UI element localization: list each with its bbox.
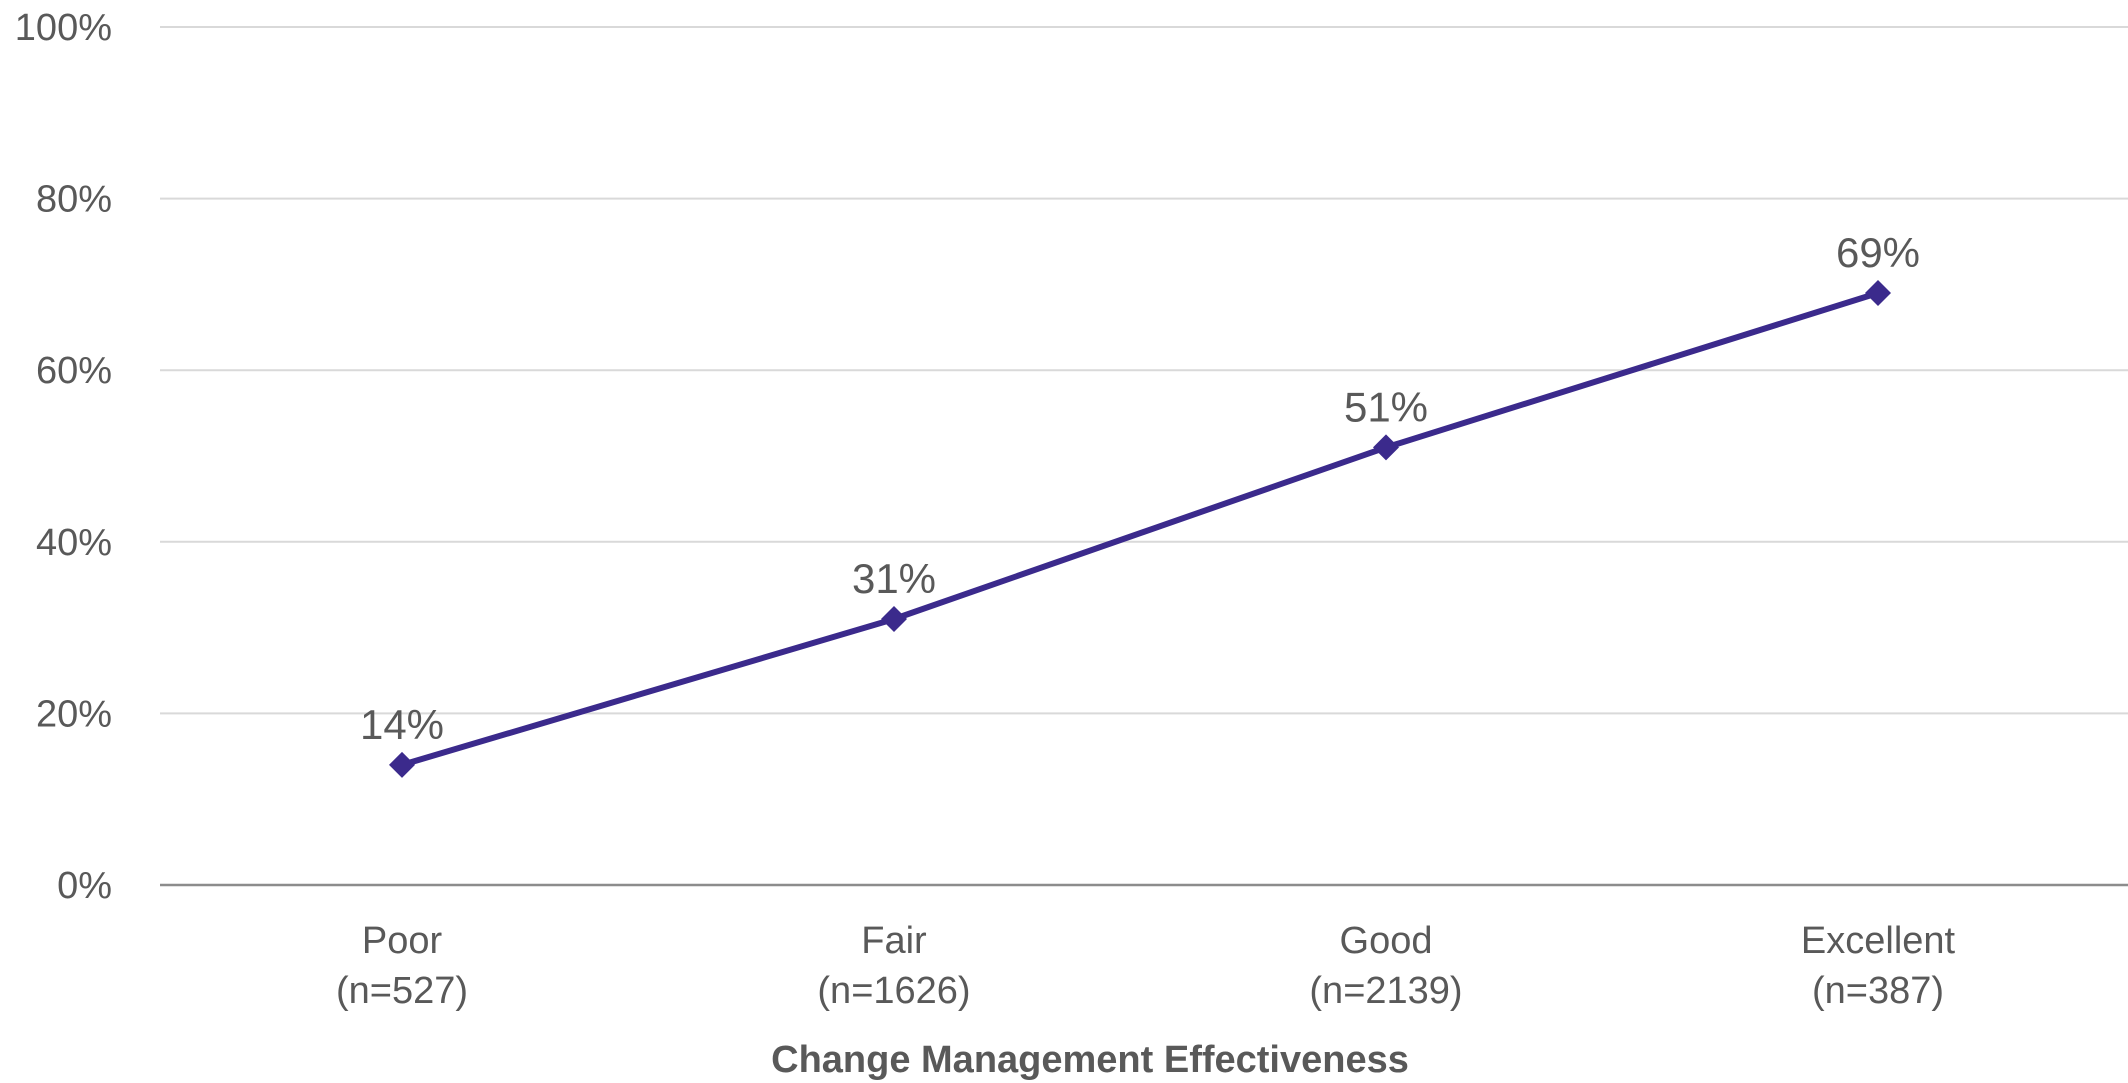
data-label: 14% (360, 701, 444, 748)
x-tick-label: Good (1340, 920, 1433, 962)
x-tick-sublabel: (n=387) (1812, 970, 1944, 1012)
x-tick-sublabel: (n=2139) (1309, 970, 1462, 1012)
y-axis: 0% 20% 40% 60% 80% 100% (15, 7, 112, 907)
data-label: 31% (852, 555, 936, 602)
y-tick-label: 60% (36, 350, 112, 392)
data-label: 69% (1836, 229, 1920, 276)
series-line (401, 290, 1879, 768)
y-tick-label: 20% (36, 693, 112, 735)
y-tick-label: 0% (57, 865, 112, 907)
y-tick-label: 100% (15, 7, 112, 49)
data-point-marker (881, 606, 907, 633)
data-point-marker (1373, 434, 1399, 461)
data-point-marker (1865, 279, 1891, 306)
y-tick-label: 80% (36, 179, 112, 221)
x-axis: Poor (n=527) Fair (n=1626) Good (n=2139) Excel… (160, 883, 2128, 1012)
x-tick-label: Fair (861, 920, 927, 962)
data-label: 51% (1344, 383, 1428, 430)
data-point-marker (389, 751, 415, 778)
x-tick-sublabel: (n=1626) (817, 970, 970, 1012)
gridlines (160, 26, 2128, 715)
x-axis-title: Change Management Effectiveness (771, 1039, 1409, 1081)
data-labels: 14% 31% 51% 69% (360, 229, 1920, 748)
series (389, 279, 1891, 778)
y-tick-label: 40% (36, 522, 112, 564)
x-tick-label: Poor (362, 920, 443, 962)
x-tick-label: Excellent (1801, 920, 1956, 962)
x-tick-sublabel: (n=527) (336, 970, 468, 1012)
